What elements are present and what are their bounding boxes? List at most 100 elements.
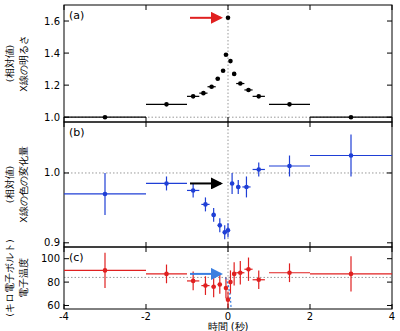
baseline [64,277,392,278]
x-tick [228,242,229,247]
x-tick [392,122,393,127]
point [230,181,235,186]
x-tick [64,247,65,252]
point [226,228,231,233]
x-tick [146,5,147,10]
y-tick-label: 1.2 [44,80,60,91]
point [232,72,237,77]
x-tick-label: -4 [59,311,69,322]
y-tick [387,172,392,173]
time-zero-line [228,5,229,122]
y-tick [387,258,392,259]
x-tick-label: 2 [307,311,313,322]
point [232,272,237,277]
point [349,272,354,277]
point [244,185,249,190]
point [203,202,208,207]
point [349,153,354,158]
y-tick [64,85,69,86]
point [226,297,231,302]
x-tick [146,242,147,247]
point [191,188,196,193]
point [191,94,196,99]
y-axis-label: X線の明るさ [18,35,29,92]
point [218,282,223,287]
x-axis-label: 時間 (秒) [208,321,249,331]
y-tick [64,242,69,243]
panel-label: (c) [69,251,84,264]
x-tick [310,242,311,247]
x-tick [310,122,311,127]
y-tick-label: 100 [41,253,60,264]
x-tick [392,5,393,10]
point [238,81,243,86]
point [103,115,108,120]
point [228,59,233,64]
point [103,268,108,273]
y-tick [387,305,392,306]
x-tick [392,247,393,252]
y-axis-label: (キロ電子ボルト) [4,239,15,316]
y-axis-label: 電子温度 [18,258,29,298]
x-tick [146,247,147,252]
x-tick [64,122,65,127]
x-tick [228,247,229,252]
panel-label: (b) [69,126,85,139]
x-tick [228,117,229,122]
y-tick [64,53,69,54]
point [228,280,233,285]
x-tick [228,5,229,10]
y-axis-label: X線の色の変化量 [18,146,29,223]
x-tick [64,304,65,309]
frame [64,5,392,122]
point [103,192,108,197]
y-axis-label: (相対値) [4,166,15,203]
point [211,213,216,218]
frame [64,247,392,309]
x-tick [310,5,311,10]
point [215,76,220,81]
data-points [64,135,392,240]
point [164,272,169,277]
point [349,115,354,120]
x-tick [146,304,147,309]
x-tick-label: -2 [141,311,151,322]
point [256,277,261,282]
point [224,52,229,57]
point [256,167,261,172]
point [256,94,261,99]
panel-label: (a) [69,9,84,22]
point [203,283,208,288]
point [287,102,292,107]
x-tick [310,247,311,252]
point [209,84,214,89]
annotation-arrow [190,182,221,184]
point [287,270,292,275]
data-points [64,253,392,308]
point [164,181,169,186]
y-tick-label: 1.6 [44,16,60,27]
y-tick-label: 80 [47,277,60,288]
y-tick [387,21,392,22]
data-points [64,16,392,120]
point [221,68,226,73]
point [246,267,251,272]
x-tick [392,304,393,309]
frame [64,122,392,247]
baseline [64,172,392,173]
x-tick [310,304,311,309]
y-axis-label: (相対値) [4,45,15,82]
point [224,286,229,291]
y-tick [387,242,392,243]
x-tick [228,122,229,127]
y-tick [64,282,69,283]
x-tick-label: 4 [389,311,395,322]
point [218,223,223,228]
y-tick-label: 1.0 [44,167,60,178]
y-tick-label: 0.9 [44,237,60,248]
x-tick [64,5,65,10]
y-tick [387,85,392,86]
point [287,164,292,169]
annotation-arrow [190,273,221,275]
point [246,88,251,93]
